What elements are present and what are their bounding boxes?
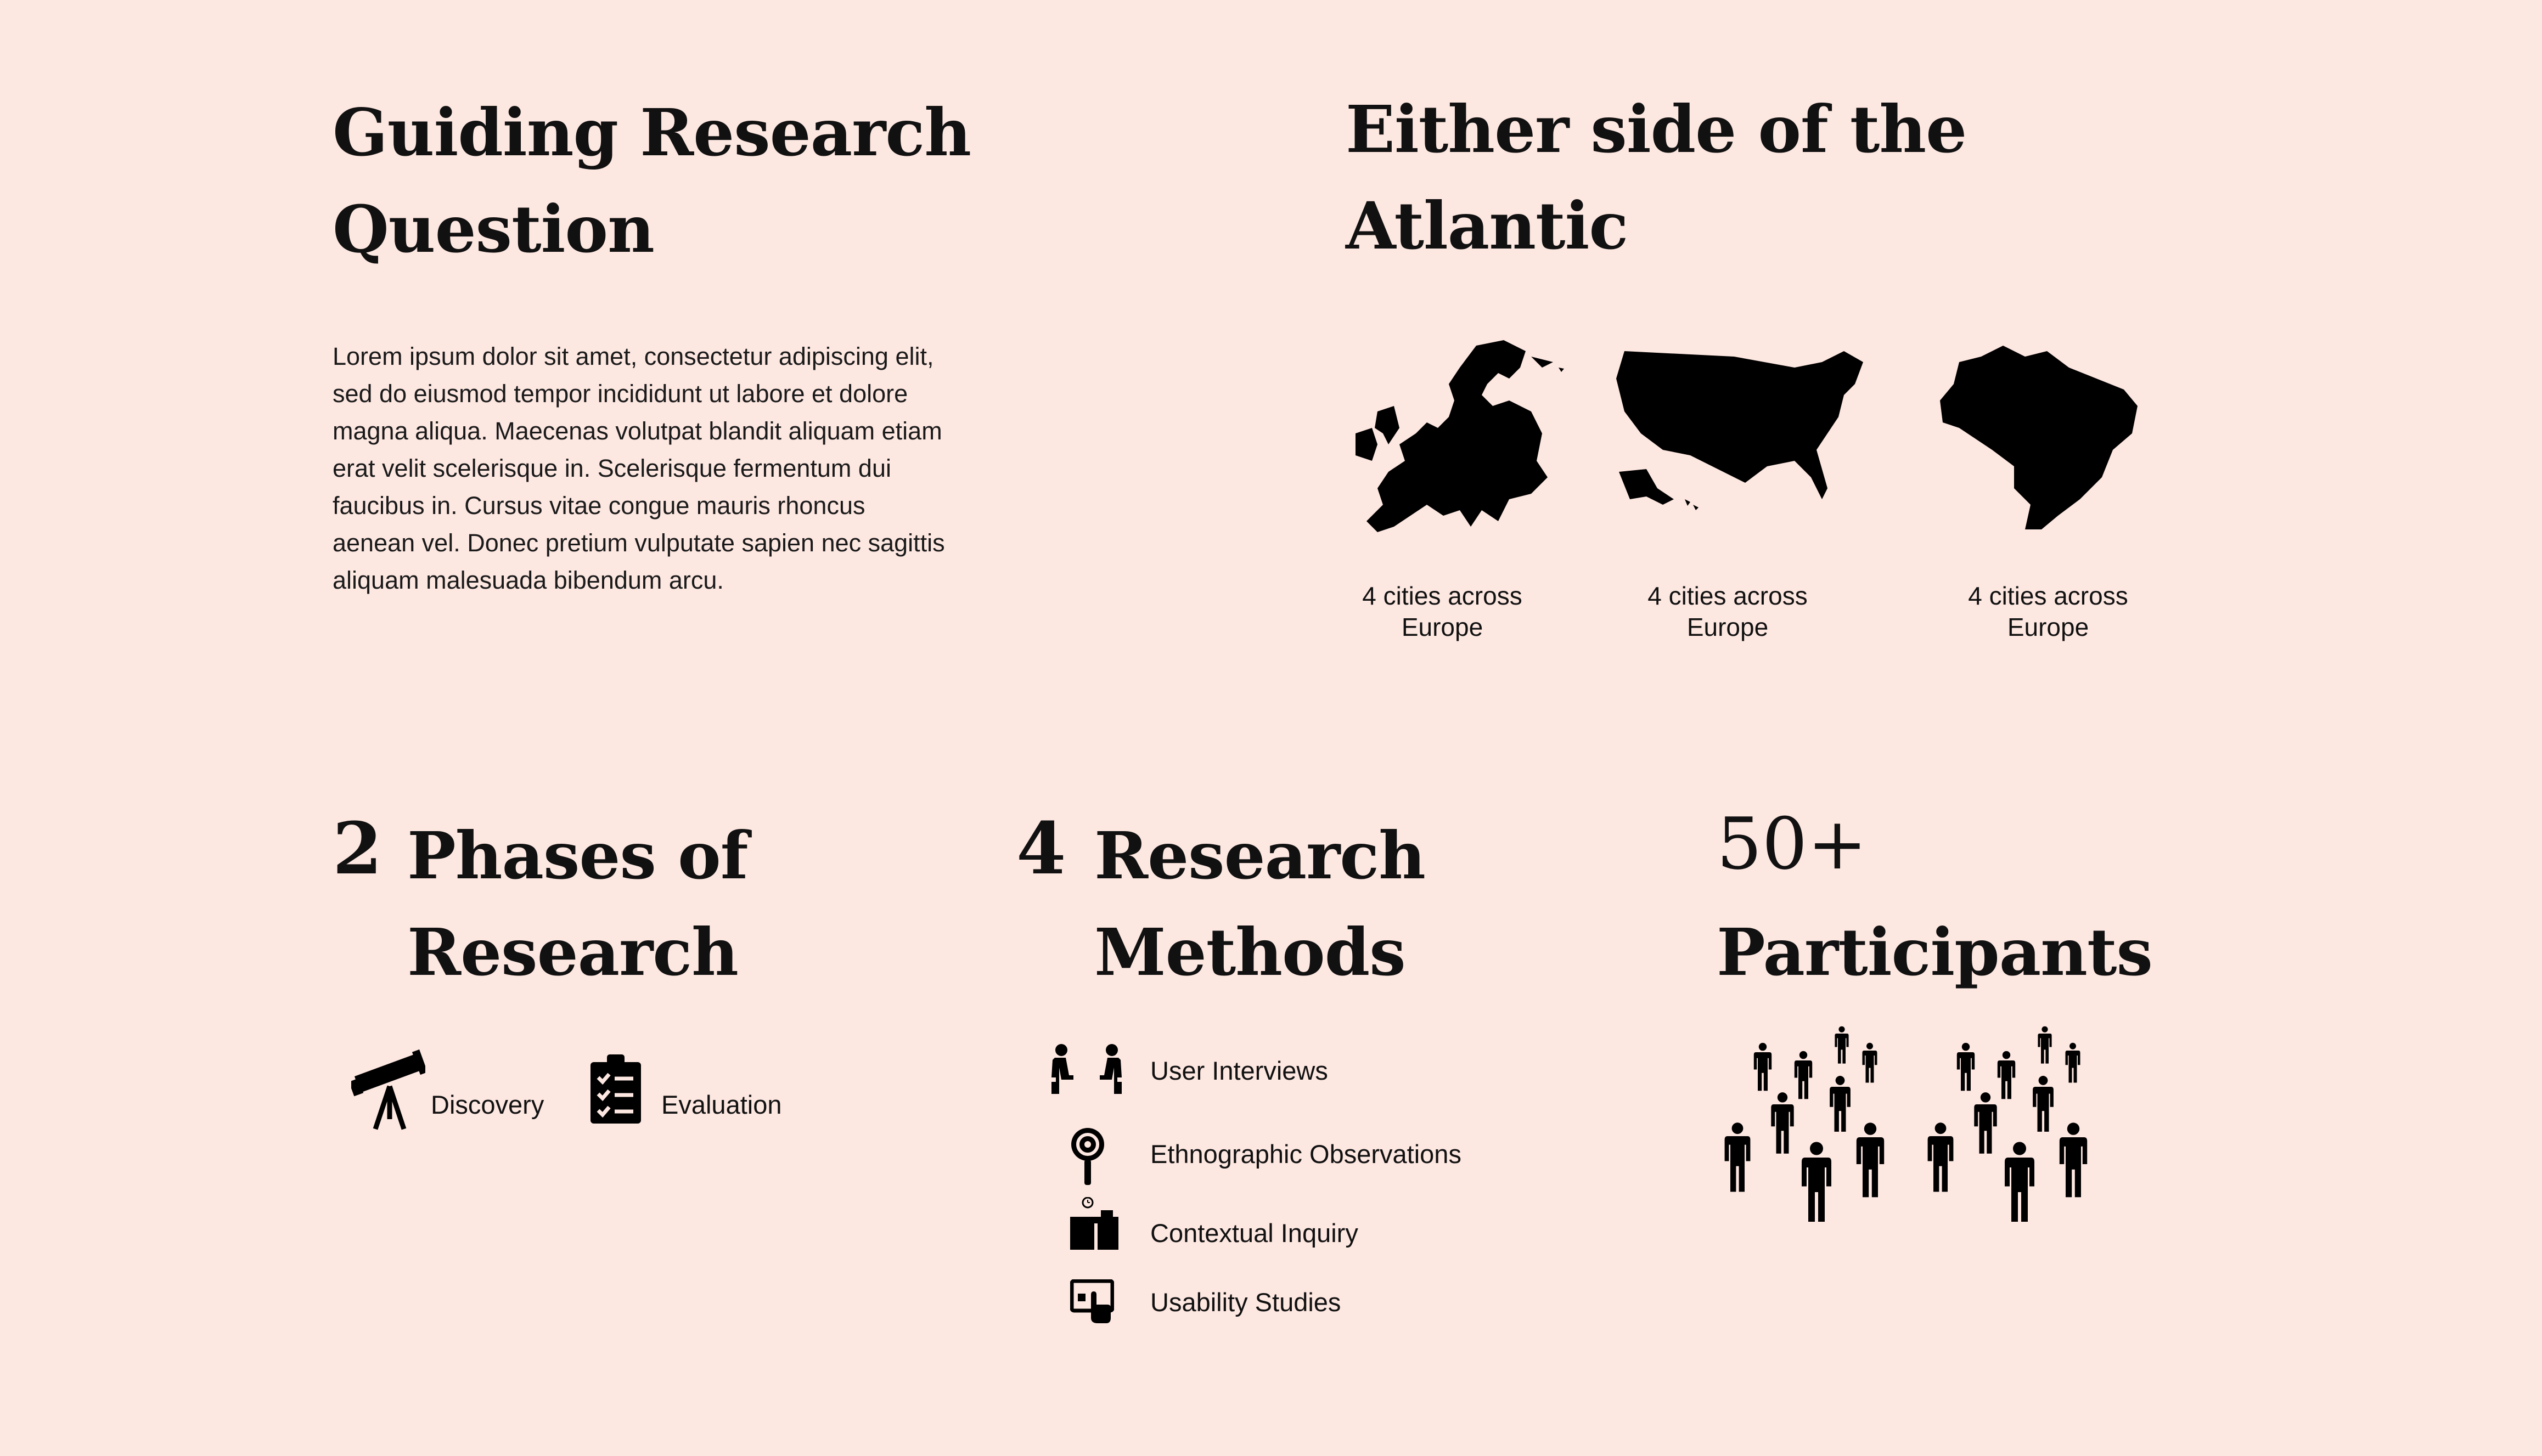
map-caption-usa: 4 cities across Europe [1618, 580, 1837, 643]
methods-title: Research Methods [1094, 808, 1426, 1001]
phases-title-line1: Phases of [407, 817, 748, 894]
usability-screen-icon [1070, 1279, 1114, 1323]
phases-title-line2: Research [407, 914, 739, 990]
phases-title: Phases of Research [407, 808, 748, 1001]
phase-label-discovery: Discovery [431, 1090, 544, 1119]
method-label-interviews: User Interviews [1150, 1056, 1328, 1085]
map-caption-line2: Europe [1401, 613, 1483, 641]
desk-icon [1070, 1197, 1118, 1250]
magnifier-icon [1069, 1126, 1106, 1185]
map-caption-line1: 4 cities across [1968, 582, 2128, 610]
methods-title-line1: Research [1094, 817, 1426, 894]
brazil-map-icon [1937, 340, 2140, 532]
method-label-usability: Usability Studies [1150, 1288, 1341, 1317]
atlantic-title-line1: Either side of the [1346, 91, 1967, 167]
map-caption-line2: Europe [2007, 613, 2089, 641]
people-crowd-icon [1723, 1020, 2118, 1223]
guiding-title-line2: Question [333, 191, 655, 267]
phases-number: 2 [333, 806, 383, 890]
telescope-icon [351, 1048, 425, 1130]
usa-map-icon [1613, 346, 1866, 516]
map-caption-line2: Europe [1686, 613, 1769, 641]
atlantic-title-line2: Atlantic [1346, 188, 1628, 264]
map-caption-line1: 4 cities across [1647, 582, 1808, 610]
method-label-ethnographic: Ethnographic Observations [1150, 1139, 1461, 1169]
atlantic-title: Either side of the Atlantic [1346, 81, 1967, 274]
map-caption-brazil: 4 cities across Europe [1938, 580, 2158, 643]
interview-icon [1049, 1043, 1124, 1094]
methods-number: 4 [1016, 806, 1066, 890]
clipboard-checklist-icon [590, 1054, 641, 1124]
phase-label-evaluation: Evaluation [661, 1090, 782, 1119]
europe-map-icon [1345, 335, 1564, 538]
methods-title-line2: Methods [1094, 914, 1406, 990]
participants-number: 50+ [1717, 802, 1868, 885]
guiding-body: Lorem ipsum dolor sit amet, consectetur … [333, 342, 945, 594]
guiding-title: Guiding Research Question [333, 84, 971, 278]
method-label-contextual: Contextual Inquiry [1150, 1218, 1358, 1248]
participants-title: Participants [1717, 914, 2153, 990]
guiding-title-line1: Guiding Research [333, 94, 971, 171]
map-caption-line1: 4 cities across [1362, 582, 1522, 610]
map-caption-europe: 4 cities across Europe [1332, 580, 1552, 643]
